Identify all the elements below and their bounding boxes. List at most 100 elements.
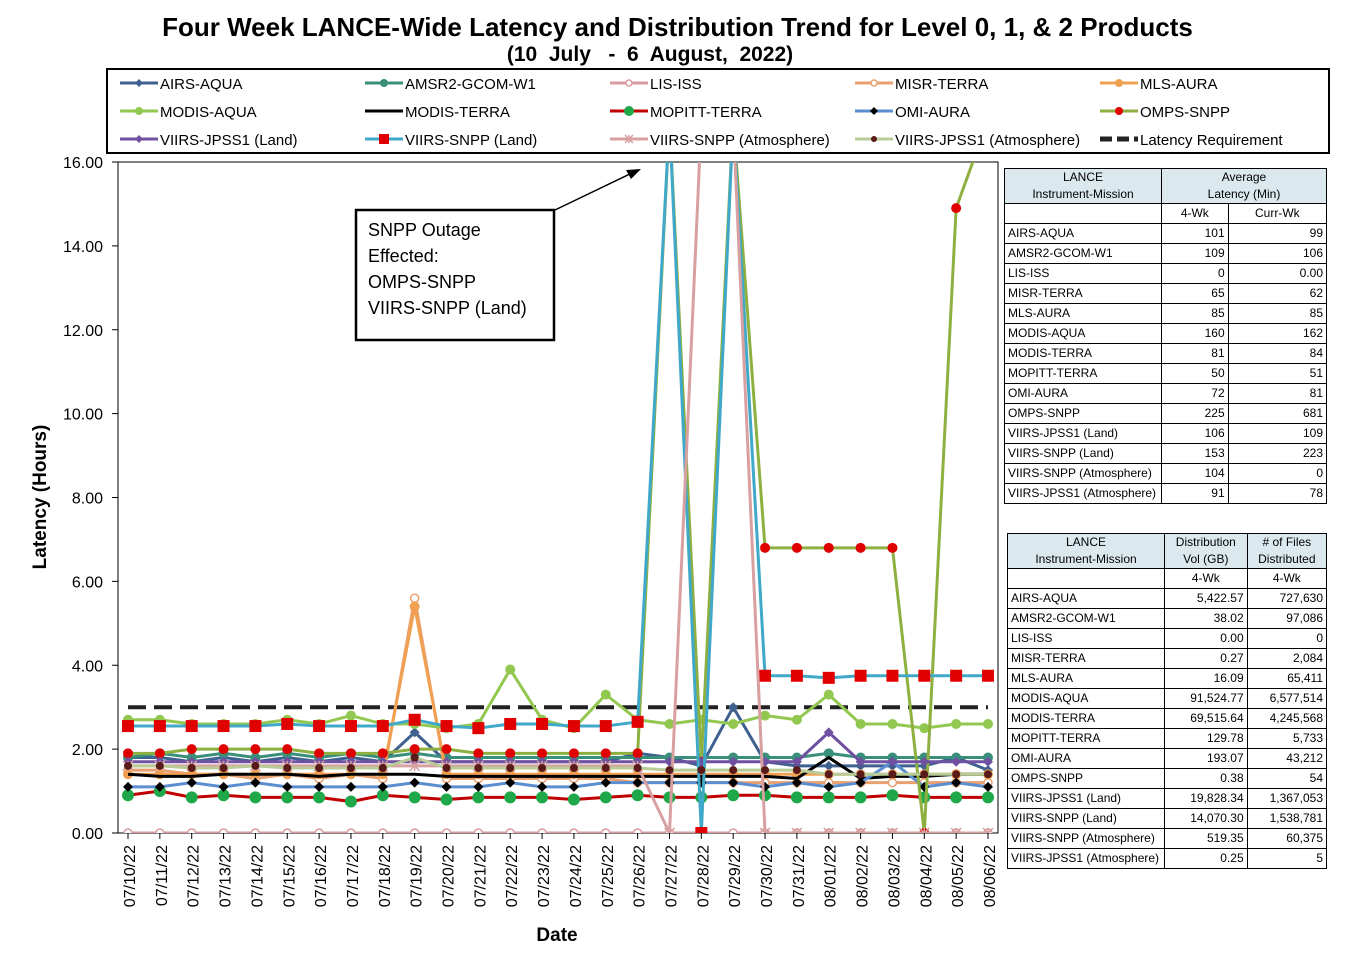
series-layer [122, 162, 994, 833]
series-mopitt-terra [122, 785, 994, 808]
data-point [122, 789, 134, 802]
latency-value-cell: 65 [1161, 283, 1229, 304]
data-point [218, 828, 229, 833]
dist-head-mission: LANCE Instrument-Mission [1007, 533, 1165, 569]
dist-mission-cell: LIS-ISS [1007, 628, 1165, 649]
latency-value-cell: 0.00 [1227, 263, 1328, 284]
data-point [951, 756, 962, 767]
x-tick-label: 07/11/22 [154, 845, 171, 906]
x-tick-label: 08/04/22 [918, 845, 935, 907]
dist-value-cell: 43,212 [1246, 748, 1328, 769]
distribution-table-body: AIRS-AQUA 5,422.57 727,630 AMSR2-GCOM-W1 38.… [1007, 588, 1328, 869]
data-point [344, 720, 357, 733]
x-tick-label: 07/15/22 [281, 845, 298, 907]
dist-value-cell: 1,538,781 [1246, 808, 1328, 829]
data-point [442, 763, 451, 772]
latency-row: VIIRS-JPSS1 (Land) 106 109 [1004, 423, 1328, 444]
data-point [217, 720, 230, 733]
annotation-line-1: SNPP Outage [368, 220, 481, 240]
latency-mission-cell: VIIRS-JPSS1 (Land) [1004, 423, 1162, 444]
data-point [728, 828, 738, 833]
data-point [250, 744, 261, 755]
data-point [790, 669, 803, 682]
data-point [472, 722, 485, 735]
data-point [568, 781, 579, 792]
y-axis-label: Latency (Hours) [30, 425, 51, 570]
data-point [632, 828, 643, 833]
data-point [823, 689, 834, 700]
dist-value-cell: 0.38 [1164, 768, 1248, 789]
data-point [952, 770, 961, 779]
legend-label: VIIRS-SNPP (Land) [405, 132, 537, 149]
legend-label: MOPITT-TERRA [650, 104, 762, 121]
data-point [950, 791, 963, 804]
data-point [377, 781, 388, 792]
data-point [251, 761, 260, 770]
data-point [854, 669, 867, 682]
latency-row: AMSR2-GCOM-W1 109 106 [1004, 243, 1328, 264]
x-axis: 07/10/22 07/11/22 07/12/22 07/13/22 07/14/22… [122, 833, 999, 907]
data-point [631, 789, 644, 802]
data-point [217, 789, 230, 802]
dist-mission-cell: AIRS-AQUA [1007, 588, 1165, 609]
series-viirs-snpp-land- [122, 162, 994, 833]
latency-value-cell: 106 [1161, 423, 1229, 444]
dist-value-cell: 4,245,568 [1246, 708, 1328, 729]
data-point [855, 718, 866, 729]
x-tick-label: 07/26/22 [632, 845, 649, 907]
series-line [128, 759, 989, 789]
latency-row: MISR-TERRA 65 62 [1004, 283, 1328, 304]
data-point [185, 720, 198, 733]
data-point [567, 793, 580, 806]
x-tick-label: 07/23/22 [536, 845, 553, 907]
latency-mission-cell: MLS-AURA [1004, 303, 1162, 324]
x-tick-label: 07/28/22 [695, 845, 712, 907]
data-point [982, 669, 994, 682]
latency-value-cell: 162 [1227, 323, 1328, 344]
data-point [886, 669, 899, 682]
data-point [473, 781, 484, 792]
dist-value-cell: 0 [1246, 628, 1328, 649]
data-point [135, 79, 143, 87]
latency-row: MODIS-AQUA 160 162 [1004, 323, 1328, 344]
dist-value-cell: 129.78 [1164, 728, 1248, 749]
data-point [1115, 107, 1123, 115]
dist-row: MLS-AURA 16.09 65,411 [1007, 668, 1328, 689]
dist-row: VIIRS-SNPP (Atmosphere) 519.35 60,375 [1007, 828, 1328, 849]
x-tick-label: 07/27/22 [663, 845, 680, 907]
latency-row: VIIRS-SNPP (Land) 153 223 [1004, 443, 1328, 464]
data-point [135, 107, 143, 115]
x-tick-label: 07/21/22 [472, 845, 489, 907]
data-point [155, 828, 165, 833]
data-point [155, 761, 164, 770]
legend-item: VIIRS-JPSS1 (Land) [120, 132, 298, 149]
dist-row: MISR-TERRA 0.27 2,084 [1007, 648, 1328, 669]
annotation-line-4: VIIRS-SNPP (Land) [368, 298, 527, 318]
latency-value-cell: 109 [1227, 423, 1328, 444]
data-point [505, 748, 516, 759]
data-point [154, 781, 165, 792]
dist-head-vol-4wk: 4-Wk [1164, 568, 1248, 589]
data-point [822, 671, 835, 684]
dist-mission-cell: MODIS-TERRA [1007, 708, 1165, 729]
data-point [624, 134, 634, 144]
data-point [870, 79, 878, 87]
legend-label: AIRS-AQUA [160, 76, 243, 93]
x-tick-label: 07/10/22 [122, 845, 139, 907]
data-point [536, 791, 549, 804]
data-point [886, 827, 898, 833]
annotation-arrowhead [626, 169, 641, 179]
y-tick-label: 14.00 [63, 239, 103, 256]
legend-label: MODIS-TERRA [405, 104, 510, 121]
data-point [601, 828, 611, 833]
data-point [283, 763, 292, 772]
data-point [219, 763, 228, 772]
x-axis-label: Date [536, 925, 577, 946]
latency-table: LANCE Instrument-Mission Average Latency (M… [1004, 168, 1328, 504]
dist-value-cell: 727,630 [1246, 588, 1328, 609]
y-tick-label: 10.00 [63, 407, 103, 424]
data-point [186, 744, 197, 755]
data-point [346, 763, 355, 772]
x-tick-label: 07/18/22 [377, 845, 394, 907]
dist-value-cell: 2,084 [1246, 648, 1328, 669]
